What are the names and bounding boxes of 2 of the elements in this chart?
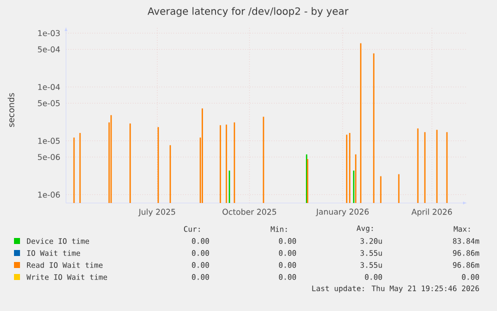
y-axis-title: seconds (8, 93, 14, 127)
chart-title: Average latency for /dev/loop2 - by year (148, 7, 348, 17)
